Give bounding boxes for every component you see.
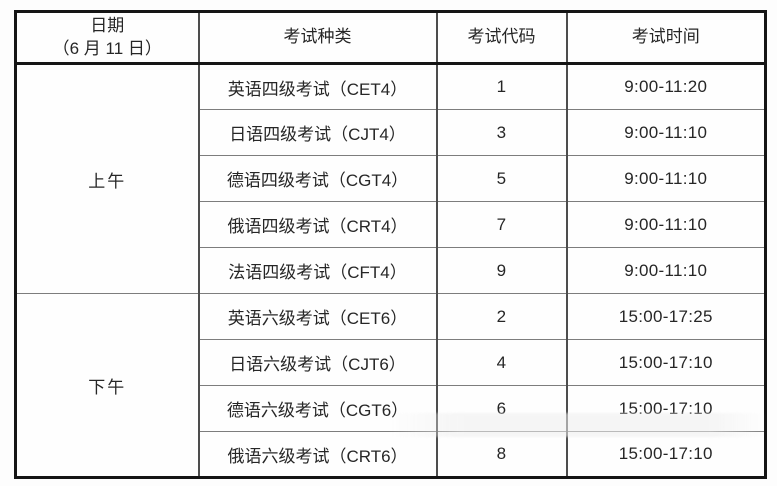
exam-time-cell: 15:00-17:10 <box>565 431 767 478</box>
table-row: 上午 英语四级考试（CET4） 1 9:00-11:20 <box>14 63 767 294</box>
exam-time-cell: 15:00-17:10 <box>565 339 767 386</box>
exam-code-cell: 8 <box>435 431 568 478</box>
header-exam-time: 考试时间 <box>565 11 767 65</box>
exam-type-cell: 俄语六级考试（CRT6） <box>197 431 438 478</box>
exam-type-cell: 德语四级考试（CGT4） <box>197 155 438 202</box>
exam-type-cell: 英语六级考试（CET6） <box>197 293 438 340</box>
header-exam-code: 考试代码 <box>435 11 568 65</box>
exam-code-cell: 3 <box>435 109 568 156</box>
table-row: 日语六级考试（CJT6） 4 15:00-17:10 <box>16 339 767 386</box>
header-row: 日期 （6 月 11 日） 考试种类 考试代码 考试时间 <box>14 11 767 65</box>
exam-time-cell: 15:00-17:10 <box>565 385 767 432</box>
exam-time-cell: 9:00-11:10 <box>565 155 767 202</box>
exam-type-cell: 英语四级考试（CET4） <box>197 63 438 110</box>
header-exam-type: 考试种类 <box>197 11 438 65</box>
exam-code-cell: 9 <box>435 247 568 294</box>
header-date: 日期 （6 月 11 日） <box>14 11 200 65</box>
header-date-line2: （6 月 11 日） <box>52 39 162 58</box>
exam-time-cell: 9:00-11:20 <box>565 63 767 110</box>
exam-time-cell: 9:00-11:10 <box>565 109 767 156</box>
exam-type-cell: 日语四级考试（CJT4） <box>197 109 438 156</box>
exam-code-cell: 1 <box>435 63 568 110</box>
exam-code-cell: 5 <box>435 155 568 202</box>
table-row: 日语四级考试（CJT4） 3 9:00-11:10 <box>16 109 767 156</box>
exam-code-cell: 6 <box>435 385 568 432</box>
exam-code-cell: 4 <box>435 339 568 386</box>
table-row: 德语四级考试（CGT4） 5 9:00-11:10 <box>16 155 767 202</box>
exam-code-cell: 2 <box>435 293 568 340</box>
exam-time-cell: 15:00-17:25 <box>565 293 767 340</box>
table-row: 俄语六级考试（CRT6） 8 15:00-17:10 <box>16 431 767 478</box>
exam-type-cell: 法语四级考试（CFT4） <box>197 247 438 294</box>
period-cell-morning: 上午 <box>14 63 200 294</box>
exam-schedule-table: 日期 （6 月 11 日） 考试种类 考试代码 考试时间 上午 英语四级考试（C… <box>14 10 767 479</box>
exam-time-cell: 9:00-11:10 <box>565 247 767 294</box>
header-date-line1: 日期 <box>90 15 125 35</box>
exam-type-cell: 俄语四级考试（CRT4） <box>197 201 438 248</box>
exam-time-cell: 9:00-11:10 <box>565 201 767 248</box>
exam-type-cell: 德语六级考试（CGT6） <box>197 385 438 432</box>
table-row: 下午 英语六级考试（CET6） 2 15:00-17:25 <box>14 293 767 478</box>
exam-code-cell: 7 <box>435 201 568 248</box>
exam-type-cell: 日语六级考试（CJT6） <box>197 339 438 386</box>
period-cell-afternoon: 下午 <box>14 293 200 478</box>
table-row: 法语四级考试（CFT4） 9 9:00-11:10 <box>16 247 767 294</box>
